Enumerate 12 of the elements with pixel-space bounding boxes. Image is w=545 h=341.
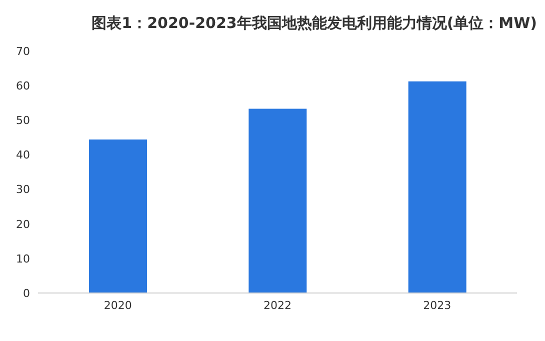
x-tick-label: 2020 <box>104 298 132 312</box>
y-tick-label: 20 <box>16 218 30 231</box>
x-tick-label: 2022 <box>264 298 292 312</box>
x-tick-label: 2023 <box>423 298 452 312</box>
y-tick-label: 40 <box>16 148 30 162</box>
y-tick-label: 30 <box>16 183 30 196</box>
y-tick-label: 50 <box>16 114 30 128</box>
y-tick-label: 10 <box>16 252 30 266</box>
y-tick-label: 70 <box>16 44 30 58</box>
y-tick-label: 0 <box>23 286 30 300</box>
y-tick-label: 60 <box>16 79 30 92</box>
chart-title: 图表1：2020-2023年我国地热能发电利用能力情况(单位：MW) <box>90 13 537 34</box>
